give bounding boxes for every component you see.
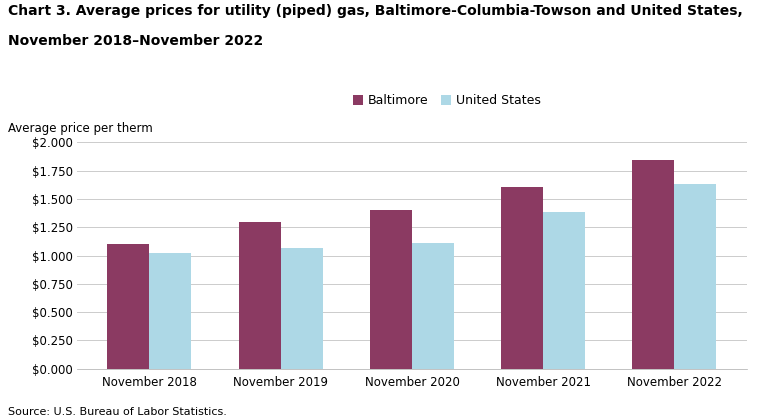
Bar <box>675 184 716 369</box>
Bar <box>501 187 543 369</box>
Bar <box>239 222 281 369</box>
Text: Chart 3. Average prices for utility (piped) gas, Baltimore-Columbia-Towson and U: Chart 3. Average prices for utility (pip… <box>8 4 742 18</box>
Legend: Baltimore, United States: Baltimore, United States <box>353 94 541 107</box>
Bar <box>370 210 412 369</box>
Text: Average price per therm: Average price per therm <box>8 122 152 134</box>
Text: Source: U.S. Bureau of Labor Statistics.: Source: U.S. Bureau of Labor Statistics. <box>8 407 226 417</box>
Bar <box>632 160 675 369</box>
Bar <box>108 244 149 369</box>
Text: November 2018–November 2022: November 2018–November 2022 <box>8 34 263 47</box>
Bar <box>543 212 585 369</box>
Bar <box>412 243 454 369</box>
Bar <box>149 253 192 369</box>
Bar <box>281 248 323 369</box>
